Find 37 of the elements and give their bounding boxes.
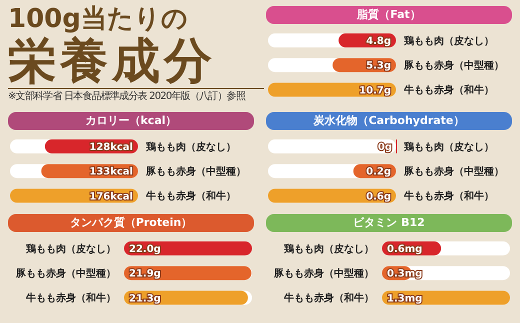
y-tick-label: 豚もも赤身（中型種） [273,268,374,280]
data-label: 0.2g [366,166,391,178]
chart-title: カロリー（kcal） [8,112,254,130]
chart-title: タンパク質（Protein） [8,214,254,232]
data-label: 133kcal [89,166,133,178]
chart-title: ビタミン B12 [266,214,512,232]
y-tick-label: 豚もも赤身（中型種） [403,166,504,178]
y-tick-label: 鶏もも肉（皮なし） [25,242,116,255]
y-tick-label: 豚もも赤身（中型種） [15,268,116,280]
data-label: 21.9g [129,268,161,280]
text: 栄養成分 [8,33,217,89]
y-tick-label: 豚もも赤身（中型種） [403,60,504,72]
data-label: 22.0g [129,244,161,255]
data-label: 5.3g [366,60,391,72]
y-tick-label: 牛もも赤身（和牛） [403,190,494,202]
data-label: 128kcal [89,142,133,153]
y-tick-label: 鶏もも肉（皮なし） [283,242,374,255]
y-tick-label: 鶏もも肉（皮なし） [403,140,494,153]
y-tick-label: 豚もも赤身（中型種） [145,166,246,178]
y-tick-label: 牛もも赤身（和牛） [403,84,494,96]
y-tick-label: 牛もも赤身（和牛） [283,292,374,304]
text: 100g当たりの [8,4,189,34]
y-tick-label: 牛もも赤身（和牛） [145,190,236,202]
y-tick-label: 牛もも赤身（和牛） [25,292,116,304]
data-label: 176kcal [89,191,133,202]
data-label: 0.6mg [387,244,422,255]
data-label: 0g [378,142,392,153]
data-label: 1.3mg [387,293,422,304]
data-label: 4.8g [366,36,391,47]
y-tick-label: 鶏もも肉（皮なし） [145,140,236,153]
chart-title: 脂質（Fat） [266,6,512,24]
y-tick-label: 鶏もも肉（皮なし） [403,34,494,47]
text: ※文部科学省 日本食品標準成分表 2020年版（八訂）参照 [8,88,264,103]
data-label: 10.7g [359,85,391,96]
chart-title: 炭水化物（Carbohydrate） [266,112,512,130]
data-label: 0.6g [366,191,391,202]
data-label: 21.3g [129,293,161,304]
